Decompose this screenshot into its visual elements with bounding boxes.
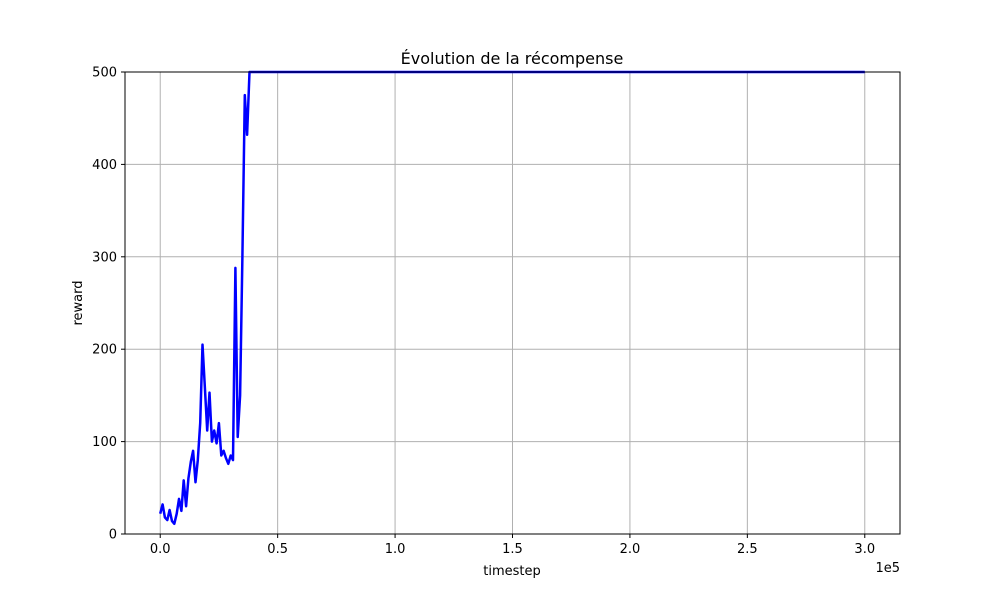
x-tick-label: 1.0 — [385, 542, 406, 557]
x-tick-label: 3.0 — [854, 542, 875, 557]
x-axis-label: timestep — [483, 564, 541, 579]
ticks: 0.0 0.5 1.0 1.5 2.0 2.5 3.0 0 100 200 300 400 500 — [92, 66, 875, 558]
x-tick-label: 2.5 — [737, 542, 758, 557]
y-tick-label: 400 — [92, 158, 117, 173]
y-tick-label: 0 — [109, 528, 117, 543]
x-tick-label: 0.5 — [267, 542, 288, 557]
y-tick-label: 100 — [92, 435, 117, 450]
x-tick-label: 1.5 — [502, 542, 523, 557]
y-tick-label: 500 — [92, 66, 117, 81]
x-tick-label: 0.0 — [150, 542, 171, 557]
y-tick-label: 300 — [92, 250, 117, 265]
chart-title: Évolution de la récompense — [401, 49, 624, 68]
x-tick-label: 2.0 — [620, 542, 641, 557]
y-axis-label: reward — [71, 280, 86, 325]
y-tick-label: 200 — [92, 343, 117, 358]
x-axis-offset-text: 1e5 — [875, 561, 900, 576]
